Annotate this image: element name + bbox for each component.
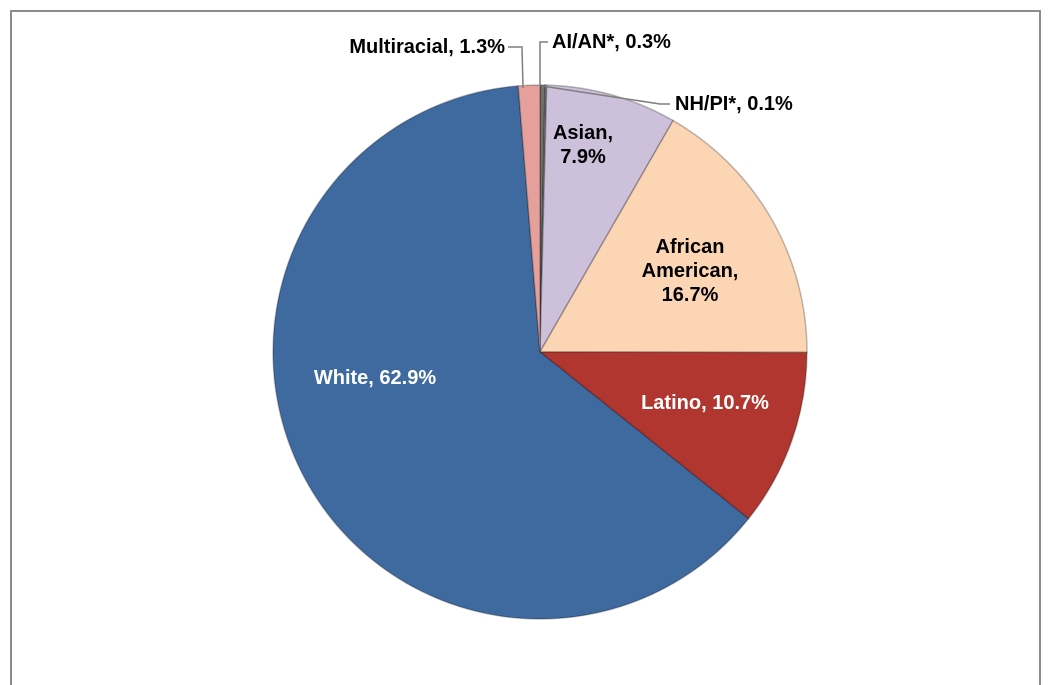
pie-slice bbox=[539, 84, 675, 353]
pie-slice bbox=[538, 119, 808, 354]
leader-line bbox=[541, 85, 670, 105]
data-label: AI/AN*, 0.3% bbox=[552, 31, 671, 53]
leader-lines bbox=[508, 41, 670, 105]
data-label: Multiracial, 1.3% bbox=[349, 36, 505, 58]
pie-slice bbox=[537, 351, 808, 520]
pie-slice bbox=[272, 85, 750, 620]
data-label: Latino, 10.7% bbox=[641, 392, 769, 414]
leader-line bbox=[508, 46, 524, 89]
data-label: African American, 16.7% bbox=[641, 236, 739, 306]
pie bbox=[272, 84, 808, 620]
data-label: Asian, 7.9% bbox=[552, 122, 614, 168]
pie-slice bbox=[539, 84, 548, 353]
chart-frame bbox=[10, 10, 1041, 685]
data-label: White, 62.9% bbox=[313, 367, 437, 389]
leader-line bbox=[539, 41, 548, 86]
data-label: NH/PI*, 0.1% bbox=[675, 93, 793, 115]
